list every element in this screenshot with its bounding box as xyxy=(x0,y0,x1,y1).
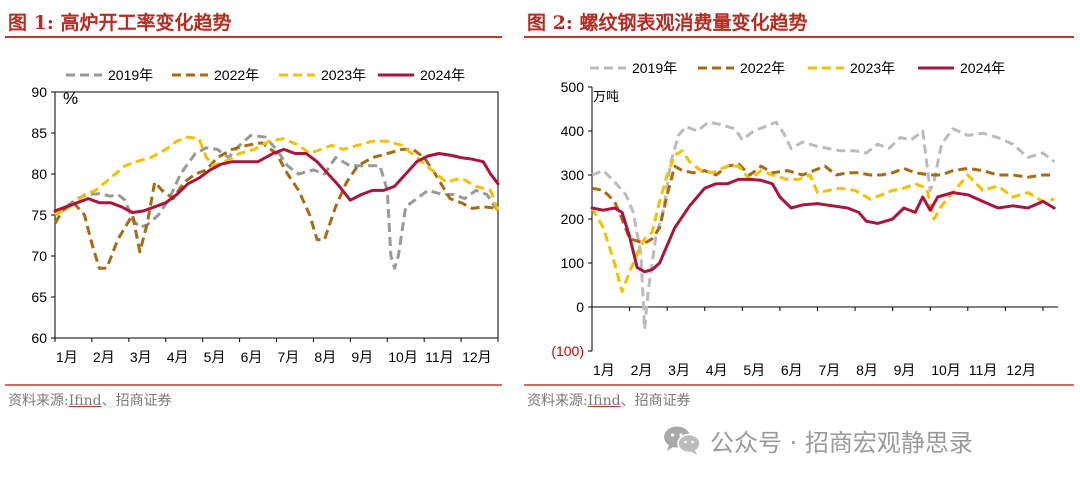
unit-label: % xyxy=(63,89,78,108)
y-tick-label: 90 xyxy=(31,84,47,100)
x-tick-label: 11月 xyxy=(969,362,998,378)
source-link[interactable]: Ifind xyxy=(587,393,621,409)
x-tick-label: 2月 xyxy=(631,362,653,378)
x-tick-label: 12月 xyxy=(462,349,492,365)
legend-label: 2023年 xyxy=(321,67,366,83)
x-tick-label: 4月 xyxy=(167,349,189,365)
plot-frame xyxy=(54,91,499,339)
x-tick-label: 11月 xyxy=(425,349,454,365)
x-tick-label: 10月 xyxy=(931,362,961,378)
x-tick-label: 6月 xyxy=(241,349,263,365)
legend-label: 2024年 xyxy=(420,67,465,83)
y-tick-label: 75 xyxy=(31,207,47,223)
chart-2-rebar-apparent-consumption: (100) 0 100 200 300 400 500 1月 2月 3月 4月 5月 6月 7月 8月 9月 1… xyxy=(551,60,1058,378)
series-line-2022 xyxy=(591,162,1055,245)
unit-label: 万吨 xyxy=(593,89,619,104)
figure-2-source: 资料来源:Ifind、招商证券 xyxy=(527,390,691,410)
x-tick-label: 7月 xyxy=(278,349,300,365)
y-tick-label: 100 xyxy=(561,255,585,271)
y-tick-label: 300 xyxy=(561,167,585,183)
x-tick-label: 9月 xyxy=(894,362,916,378)
y-tick-label: 0 xyxy=(576,299,584,315)
series-line-2024 xyxy=(590,177,1056,274)
legend-label: 2022年 xyxy=(214,67,259,83)
figure-2-top-rule xyxy=(524,36,1074,38)
watermark-text: 公众号 · 招商宏观静思录 xyxy=(710,428,973,457)
x-tick-label: 12月 xyxy=(1006,362,1036,378)
y-tick-label: 70 xyxy=(31,248,47,264)
x-tick-label: 3月 xyxy=(668,362,690,378)
y-tick-label: 400 xyxy=(561,123,585,139)
series-line-2019 xyxy=(54,134,500,270)
series-line-2023 xyxy=(54,135,500,217)
x-tick-label: 6月 xyxy=(781,362,803,378)
x-tick-label: 1月 xyxy=(56,349,78,365)
y-tick-label: 85 xyxy=(31,125,47,141)
x-tick-label: 1月 xyxy=(593,362,615,378)
y-tick-label: 65 xyxy=(31,289,47,305)
x-tick-label: 8月 xyxy=(314,349,336,365)
figure-1-bottom-rule xyxy=(5,384,502,386)
figure-1-source: 资料来源:Ifind、招商证券 xyxy=(8,390,172,410)
source-suffix: 、招商证券 xyxy=(620,393,691,409)
y-tick-label: 500 xyxy=(561,79,585,95)
x-tick-label: 10月 xyxy=(388,349,418,365)
series-line-2024 xyxy=(53,147,500,214)
x-tick-label: 5月 xyxy=(743,362,765,378)
legend-label: 2023年 xyxy=(850,60,895,76)
x-tick-label: 5月 xyxy=(204,349,226,365)
legend-label: 2019年 xyxy=(108,67,153,83)
x-tick-label: 3月 xyxy=(130,349,152,365)
chart-1-blast-furnace-utilization: 60 65 70 75 80 85 90 1月 2月 3月 4月 5月 6月 7月 8月 9月 10月 11月 12… xyxy=(31,67,500,365)
x-tick-label: 4月 xyxy=(706,362,728,378)
y-tick-label: 200 xyxy=(561,211,585,227)
y-tick-label: 60 xyxy=(31,330,47,346)
figure-2-title: 图 2: 螺纹钢表观消费量变化趋势 xyxy=(527,12,808,34)
series-line-2019 xyxy=(591,120,1056,331)
source-prefix: 资料来源: xyxy=(527,393,588,409)
y-tick-label: 80 xyxy=(31,166,47,182)
source-suffix: 、招商证券 xyxy=(101,393,172,409)
x-tick-label: 2月 xyxy=(93,349,115,365)
figure-2-bottom-rule xyxy=(524,384,1074,386)
y-tick-label: (100) xyxy=(551,343,584,359)
x-tick-label: 9月 xyxy=(351,349,373,365)
source-link[interactable]: Ifind xyxy=(68,393,102,409)
x-tick-label: 8月 xyxy=(856,362,878,378)
figure-1-top-rule xyxy=(5,36,502,38)
wechat-icon xyxy=(664,426,701,455)
legend-label: 2019年 xyxy=(632,60,677,76)
series-line-2022 xyxy=(53,141,499,270)
watermark: 公众号 · 招商宏观静思录 xyxy=(662,422,973,458)
figure-1-title: 图 1: 高炉开工率变化趋势 xyxy=(8,12,232,34)
source-prefix: 资料来源: xyxy=(8,393,69,409)
x-tick-label: 7月 xyxy=(818,362,840,378)
legend-label: 2022年 xyxy=(740,60,785,76)
legend-label: 2024年 xyxy=(960,60,1005,76)
